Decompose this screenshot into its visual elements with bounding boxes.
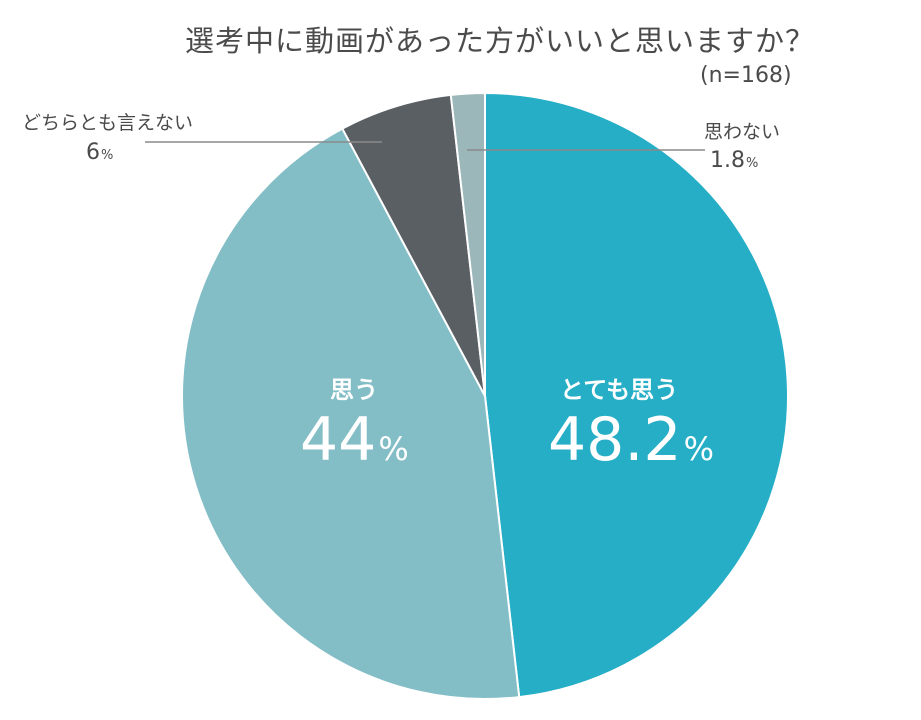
- slice-value-totemo-number: 48.2: [548, 405, 682, 475]
- slice-value-omou: 44%: [300, 410, 409, 470]
- slice-value-totemo-unit: %: [683, 430, 714, 468]
- slice-omowanai: [449, 91, 486, 397]
- chart-title: 選考中に動画があった方がいいと思いますか？: [185, 24, 816, 58]
- slice-label-omowanai: 思わない: [704, 121, 781, 143]
- slice-value-totemo: 48.2%: [548, 410, 714, 470]
- slice-label-totemo: とても思う: [560, 376, 679, 404]
- slice-value-dochira: 6%: [86, 140, 113, 165]
- slice-totemo-omou: [484, 91, 789, 699]
- slice-value-dochira-unit: %: [101, 148, 114, 163]
- slice-value-omowanai: 1.8%: [710, 148, 758, 173]
- chart-subtitle: (n=168): [700, 63, 792, 88]
- slice-omou: [181, 127, 521, 700]
- slice-value-omowanai-number: 1.8: [710, 148, 745, 173]
- pie-slices: [181, 91, 789, 700]
- slice-value-dochira-number: 6: [86, 140, 100, 165]
- slice-value-omowanai-unit: %: [746, 156, 759, 171]
- slice-value-omou-number: 44: [300, 405, 377, 475]
- leader-lines: [145, 141, 705, 151]
- slice-label-dochira: どちらとも言えない: [22, 112, 194, 134]
- slice-label-omou: 思う: [330, 376, 378, 404]
- slice-value-omou-unit: %: [378, 430, 409, 468]
